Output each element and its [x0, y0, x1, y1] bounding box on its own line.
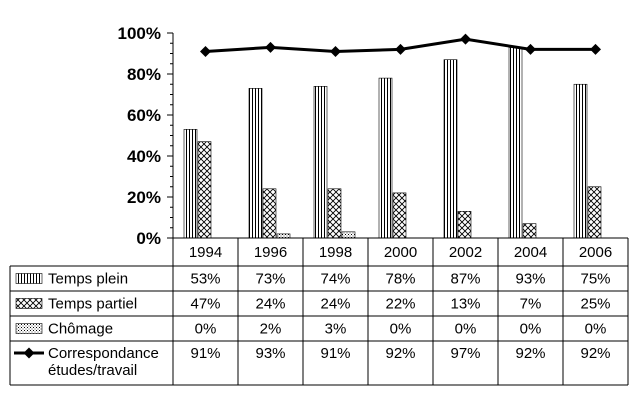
legend-key-diamond: [23, 347, 35, 359]
bar-dots: [341, 231, 356, 239]
bar-crosshatch: [197, 141, 212, 239]
bar-crosshatch: [522, 223, 537, 239]
data-table-cell: 93%: [255, 345, 285, 362]
data-table-cell: 0%: [520, 321, 542, 338]
data-table-cell: 22%: [385, 296, 415, 313]
bar-vertical-lines: [443, 59, 458, 239]
data-table-cell: 25%: [580, 296, 610, 313]
legend-label: Correspondance: [48, 345, 159, 362]
plot-area: [183, 47, 602, 239]
legend-label: études/travail: [48, 362, 137, 379]
data-table-cell: 3%: [325, 321, 347, 338]
legend-label: Chômage: [48, 321, 113, 338]
bar-vertical-lines: [573, 83, 588, 239]
x-category-label: 2002: [449, 244, 482, 261]
legend-key-vertical-lines: [15, 273, 43, 284]
diamond-marker: [395, 43, 406, 55]
bar-crosshatch: [457, 211, 472, 239]
data-table-cell: 7%: [520, 296, 542, 313]
diamond-marker: [200, 45, 211, 57]
data-table-cell: 78%: [385, 271, 415, 288]
data-table-cell: 91%: [190, 345, 220, 362]
bar-crosshatch: [327, 188, 342, 239]
y-tick-label: 0%: [136, 229, 161, 248]
data-table-cell: 74%: [320, 271, 350, 288]
y-tick-label: 40%: [127, 147, 161, 166]
legend-key-crosshatch: [15, 298, 43, 309]
legend-label: Temps partiel: [48, 296, 137, 313]
bar-crosshatch: [392, 192, 407, 239]
data-table-cell: 97%: [450, 345, 480, 362]
data-table-cell: 0%: [390, 321, 412, 338]
bar-crosshatch: [587, 186, 602, 239]
data-table-cell: 75%: [580, 271, 610, 288]
bar-vertical-lines: [313, 86, 328, 239]
bar-vertical-lines: [378, 77, 393, 239]
data-table-cell: 92%: [580, 345, 610, 362]
diamond-marker: [330, 45, 341, 57]
x-category-label: 1996: [254, 244, 287, 261]
data-table-cell: 0%: [455, 321, 477, 338]
data-table-cell: 87%: [450, 271, 480, 288]
data-table-cell: 24%: [255, 296, 285, 313]
y-tick-label: 100%: [118, 24, 161, 43]
diamond-marker: [525, 43, 536, 55]
diamond-marker: [590, 43, 601, 55]
bar-vertical-lines: [248, 88, 263, 239]
x-category-label: 2000: [384, 244, 417, 261]
diamond-marker: [460, 33, 471, 45]
data-table-cell: 13%: [450, 296, 480, 313]
data-table-cell: 0%: [195, 321, 217, 338]
data-table-cell: 91%: [320, 345, 350, 362]
bar-vertical-lines: [183, 129, 198, 239]
y-tick-label: 60%: [127, 106, 161, 125]
data-table-cell: 53%: [190, 271, 220, 288]
data-table-cell: 24%: [320, 296, 350, 313]
line-series-layer: [200, 33, 601, 57]
data-table-cell: 92%: [385, 345, 415, 362]
y-tick-label: 80%: [127, 65, 161, 84]
x-category-label: 2006: [579, 244, 612, 261]
y-axis: 0% 20% 40% 60% 80% 100%: [118, 24, 174, 248]
data-table-cell: 0%: [585, 321, 607, 338]
data-table-cell: 93%: [515, 271, 545, 288]
data-table: 1994 1996 1998 2000 2002 2004 2006 Temps plein 5…: [9, 237, 629, 386]
data-table-cell: 47%: [190, 296, 220, 313]
legend-label: Temps plein: [48, 271, 128, 288]
x-category-label: 1994: [189, 244, 222, 261]
x-category-label: 1998: [319, 244, 352, 261]
data-table-cell: 73%: [255, 271, 285, 288]
bar-dots: [276, 233, 291, 239]
bar-crosshatch: [262, 188, 277, 239]
diamond-marker: [265, 41, 276, 53]
y-tick-label: 20%: [127, 188, 161, 207]
data-table-cell: 2%: [260, 321, 282, 338]
legend-key-dots: [15, 323, 43, 334]
bar-vertical-lines: [508, 47, 523, 239]
data-table-cell: 92%: [515, 345, 545, 362]
x-category-label: 2004: [514, 244, 547, 261]
